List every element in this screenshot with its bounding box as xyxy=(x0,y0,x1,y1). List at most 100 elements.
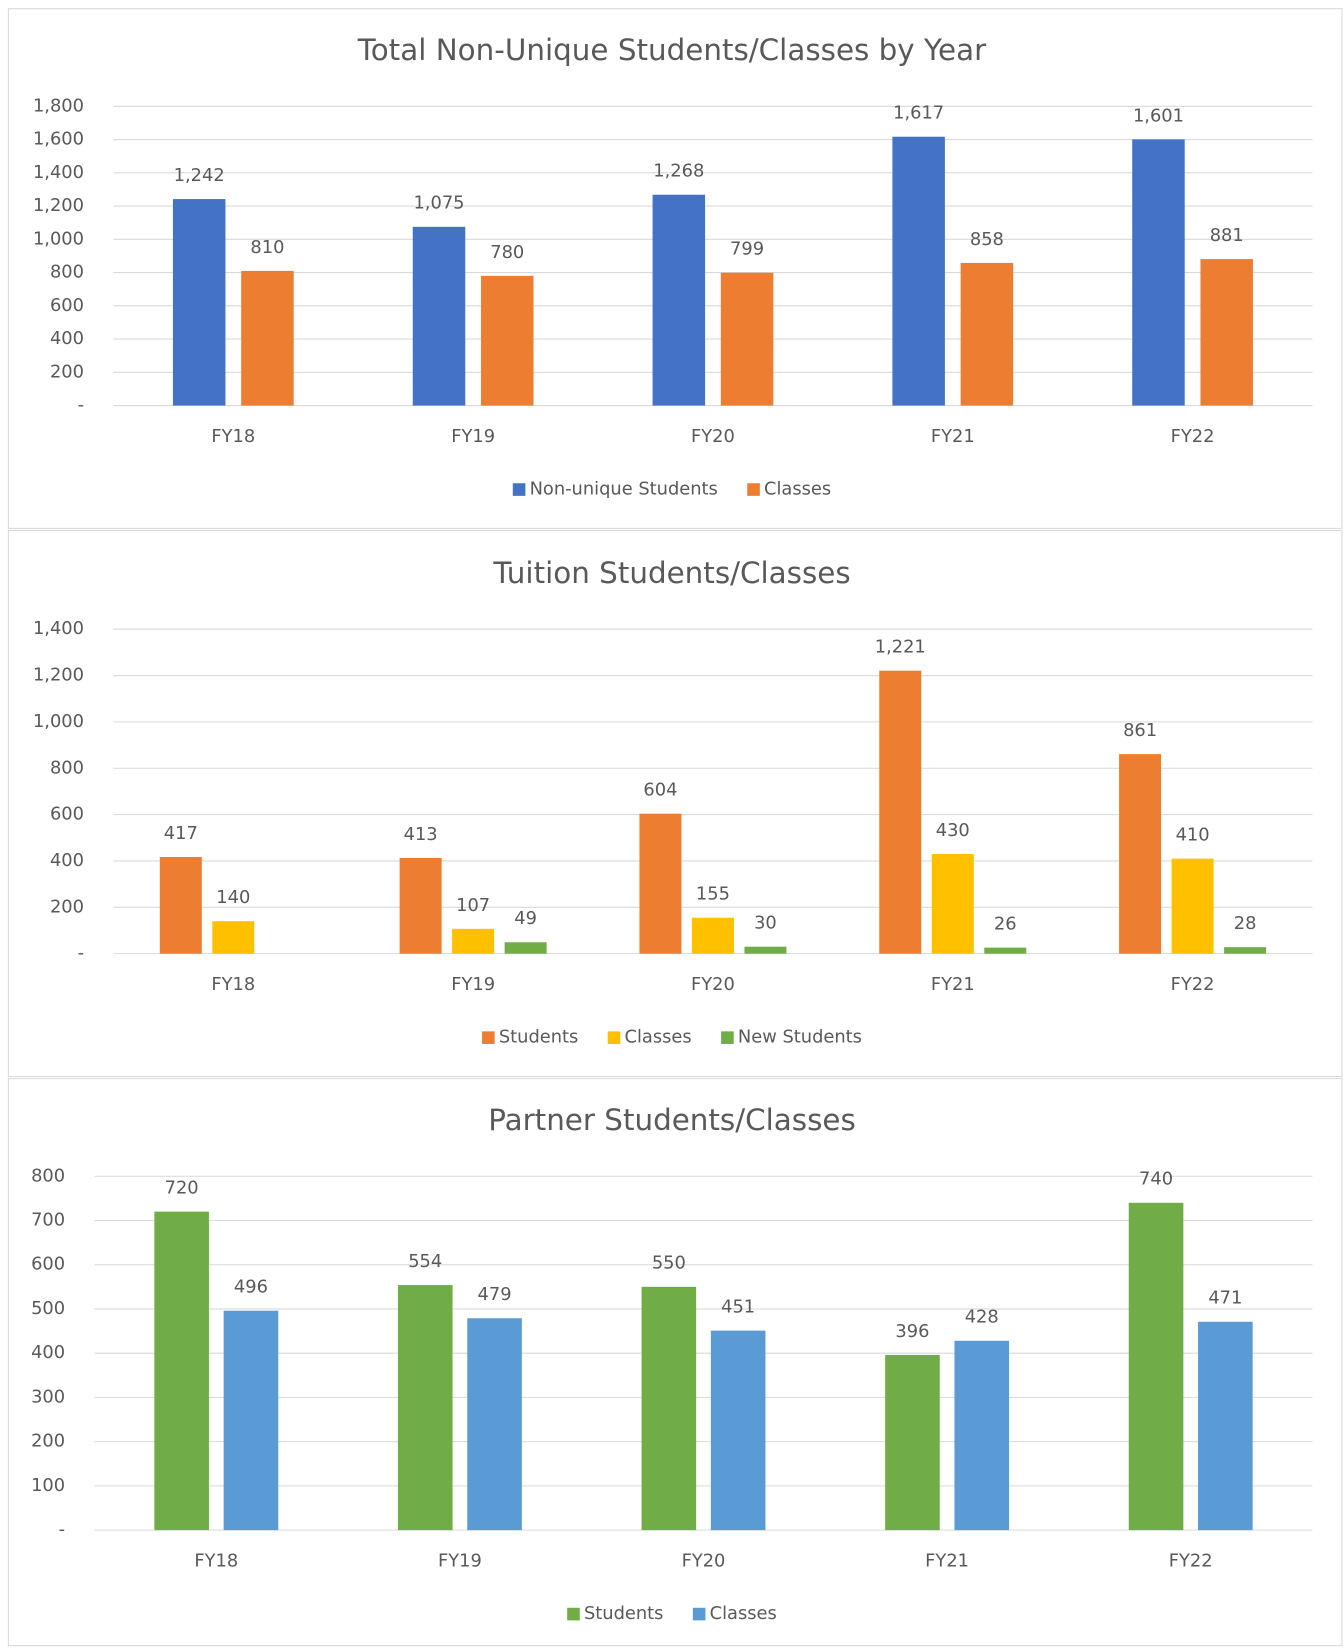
chart-title: Tuition Students/Classes xyxy=(492,556,850,590)
y-tick-label: 400 xyxy=(31,1342,65,1363)
bar xyxy=(154,1211,209,1531)
y-tick-label: 300 xyxy=(31,1386,65,1407)
bar xyxy=(1224,947,1267,954)
bar xyxy=(1198,1321,1253,1531)
legend-swatch xyxy=(607,1031,621,1044)
y-tick-label: 400 xyxy=(50,328,84,349)
data-label: 1,617 xyxy=(893,103,944,124)
data-label: 451 xyxy=(721,1297,755,1318)
bar xyxy=(639,813,682,954)
bar xyxy=(223,1310,279,1531)
legend-label: Classes xyxy=(710,1603,777,1624)
data-label: 413 xyxy=(404,824,438,845)
data-label: 554 xyxy=(408,1251,442,1272)
legend-label: Students xyxy=(499,1027,578,1048)
bar xyxy=(241,270,294,406)
y-tick-label: 600 xyxy=(31,1254,65,1275)
bar xyxy=(412,226,466,406)
y-tick-label: 600 xyxy=(50,804,84,825)
y-tick-label: 800 xyxy=(31,1165,65,1186)
y-tick-label: - xyxy=(59,1519,65,1540)
x-tick-label: FY21 xyxy=(931,974,975,995)
legend-swatch xyxy=(512,483,526,496)
data-label: 430 xyxy=(936,820,970,841)
data-label: 740 xyxy=(1139,1169,1173,1190)
data-label: 799 xyxy=(730,239,764,260)
bar xyxy=(641,1286,697,1531)
data-label: 30 xyxy=(754,913,777,934)
bar xyxy=(467,1318,522,1531)
bar xyxy=(954,1340,1010,1531)
y-tick-label: 200 xyxy=(50,361,84,382)
data-label: 396 xyxy=(895,1321,929,1342)
bar xyxy=(710,1330,766,1531)
y-tick-label: 200 xyxy=(31,1431,65,1452)
bar xyxy=(172,199,226,406)
bar xyxy=(931,853,974,954)
bar xyxy=(481,275,534,406)
data-label: 417 xyxy=(164,823,198,844)
bar xyxy=(1119,754,1162,954)
y-tick-label: 800 xyxy=(50,757,84,778)
bar xyxy=(397,1285,453,1531)
data-label: 1,075 xyxy=(413,193,464,214)
x-tick-label: FY19 xyxy=(438,1551,482,1572)
y-tick-label: 200 xyxy=(50,896,84,917)
data-label: 49 xyxy=(514,908,537,929)
x-tick-label: FY21 xyxy=(925,1551,969,1572)
data-label: 471 xyxy=(1208,1288,1242,1309)
data-label: 26 xyxy=(994,914,1017,935)
bar xyxy=(212,921,255,954)
y-tick-label: 1,600 xyxy=(33,129,84,150)
data-label: 720 xyxy=(165,1178,199,1199)
data-label: 28 xyxy=(1234,913,1257,934)
bar xyxy=(720,272,774,406)
bar xyxy=(652,194,706,406)
bar xyxy=(885,1354,940,1531)
y-tick-label: 700 xyxy=(31,1209,65,1230)
legend-swatch xyxy=(747,483,760,496)
x-tick-label: FY18 xyxy=(211,974,255,995)
legend-swatch xyxy=(567,1607,580,1621)
data-label: 496 xyxy=(234,1277,268,1298)
legend-swatch xyxy=(721,1031,734,1044)
y-tick-label: 500 xyxy=(31,1298,65,1319)
y-tick-label: - xyxy=(78,943,84,964)
y-tick-label: 1,000 xyxy=(33,228,84,249)
y-tick-label: 1,400 xyxy=(33,162,84,183)
legend-label: Non-unique Students xyxy=(530,479,718,500)
x-tick-label: FY20 xyxy=(691,426,735,447)
legend-swatch xyxy=(482,1031,495,1044)
bar xyxy=(159,857,202,954)
data-label: 858 xyxy=(970,229,1004,250)
bar xyxy=(984,947,1027,954)
x-tick-label: FY18 xyxy=(194,1551,238,1572)
y-tick-label: 1,800 xyxy=(33,95,84,116)
data-label: 604 xyxy=(643,780,677,801)
data-label: 1,221 xyxy=(875,637,926,658)
data-label: 428 xyxy=(965,1307,999,1328)
bar xyxy=(960,262,1014,406)
legend-label: New Students xyxy=(738,1027,862,1048)
y-tick-label: 1,400 xyxy=(33,618,84,639)
data-label: 107 xyxy=(456,895,490,916)
data-label: 1,268 xyxy=(653,161,704,182)
bar xyxy=(691,917,734,954)
bar xyxy=(879,670,922,954)
bar xyxy=(399,857,442,954)
x-tick-label: FY19 xyxy=(451,974,495,995)
bar xyxy=(452,928,495,954)
bar xyxy=(1132,139,1185,406)
data-label: 410 xyxy=(1176,825,1210,846)
data-label: 479 xyxy=(478,1284,512,1305)
legend-swatch xyxy=(692,1607,706,1621)
data-label: 1,242 xyxy=(174,165,225,186)
y-tick-label: 100 xyxy=(31,1475,65,1496)
legend-label: Classes xyxy=(764,479,831,500)
chart-title: Total Non-Unique Students/Classes by Yea… xyxy=(357,33,987,67)
x-tick-label: FY22 xyxy=(1169,1551,1213,1572)
legend-label: Students xyxy=(584,1603,663,1624)
x-tick-label: FY20 xyxy=(691,974,735,995)
legend-label: Classes xyxy=(625,1027,692,1048)
